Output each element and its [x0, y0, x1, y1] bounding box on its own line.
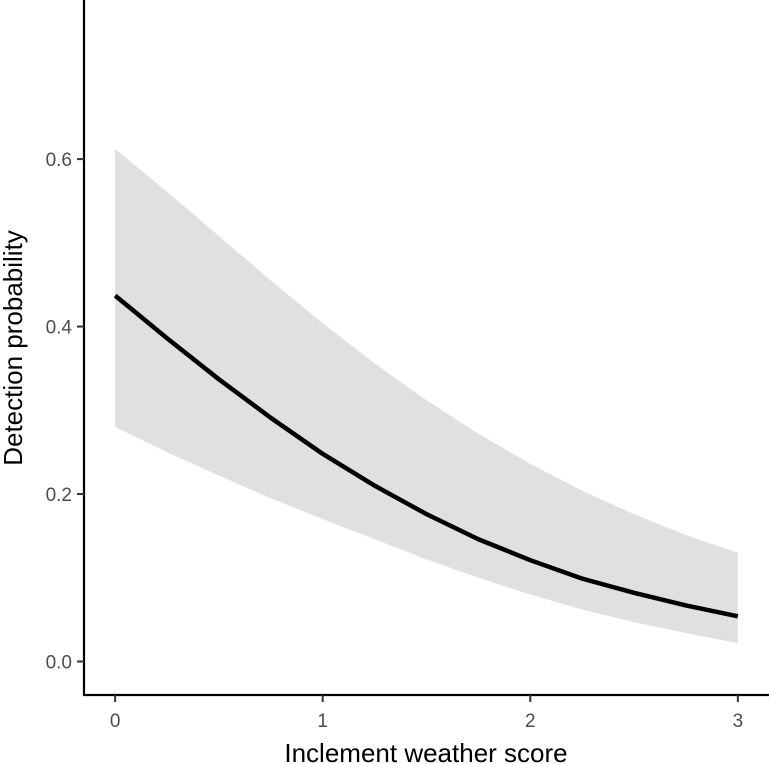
x-tick-label: 3: [733, 711, 744, 732]
y-tick-label: 0.2: [46, 485, 72, 506]
x-tick-label: 0: [110, 711, 121, 732]
y-tick-label: 0.4: [46, 318, 73, 339]
x-tick-label: 1: [317, 711, 328, 732]
y-tick-label: 0.0: [46, 653, 72, 674]
y-axis-title: Detection probability: [0, 230, 28, 466]
x-tick-label: 2: [525, 711, 536, 732]
y-tick-label: 0.6: [46, 150, 72, 171]
fitted-line: [113, 293, 739, 619]
confidence-ribbon: [115, 149, 738, 644]
x-axis-title: Inclement weather score: [284, 738, 567, 764]
